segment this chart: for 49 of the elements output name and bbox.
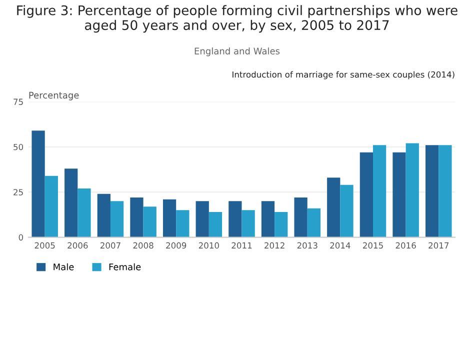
x-tick-label: 2017 (428, 242, 449, 249)
x-tick-label: 2009 (166, 242, 186, 249)
bar (406, 143, 419, 238)
bar (294, 198, 308, 238)
x-tick-label: 2007 (100, 242, 120, 249)
bar (438, 145, 452, 238)
bar (143, 206, 156, 238)
x-tick-label: 2012 (264, 242, 284, 249)
bar (64, 168, 78, 238)
chart-title: Figure 3: Percentage of people forming civil partnerships who were aged 50 years and over, by sex, 2005 to 2017 (17, 5, 458, 33)
x-tick-label: 2016 (396, 242, 416, 249)
bar (228, 201, 242, 238)
y-axis-title: Percentage (29, 92, 79, 100)
bar (110, 201, 124, 238)
bar (274, 212, 288, 238)
bar (426, 145, 439, 238)
text: Introduction of marriage for same-sex couples (2014) (232, 71, 454, 80)
bar (196, 201, 209, 238)
bar (162, 199, 176, 238)
bar (392, 152, 406, 238)
bar (327, 178, 340, 238)
legend-label: Female (109, 263, 141, 270)
x-tick-label: 2015 (363, 242, 383, 249)
bar (78, 188, 91, 238)
bar (97, 194, 110, 238)
bar (176, 210, 190, 238)
bar (208, 212, 222, 238)
x-tick-label: 2005 (34, 242, 55, 249)
y-tick-label: 0 (18, 234, 24, 241)
x-tick-label: 2006 (68, 242, 88, 249)
y-tick-label: 50 (14, 144, 24, 150)
x-tick-label: 2010 (198, 242, 219, 249)
bar (32, 130, 45, 238)
y-tick-label: 75 (14, 98, 23, 105)
bar (44, 176, 58, 238)
bar (360, 152, 373, 238)
bar (242, 210, 255, 238)
x-tick-label: 2011 (232, 242, 252, 249)
bar (340, 184, 354, 238)
bar (130, 198, 144, 238)
bar (307, 208, 320, 238)
y-tick-label: 25 (14, 189, 23, 196)
x-tick-label: 2008 (133, 242, 154, 249)
bar (261, 201, 275, 238)
bar (373, 145, 386, 238)
x-tick-label: 2013 (297, 242, 318, 249)
legend-label: Male (54, 263, 74, 270)
chart-subtitle: England and Wales (194, 47, 280, 56)
x-tick-label: 2014 (330, 242, 350, 249)
